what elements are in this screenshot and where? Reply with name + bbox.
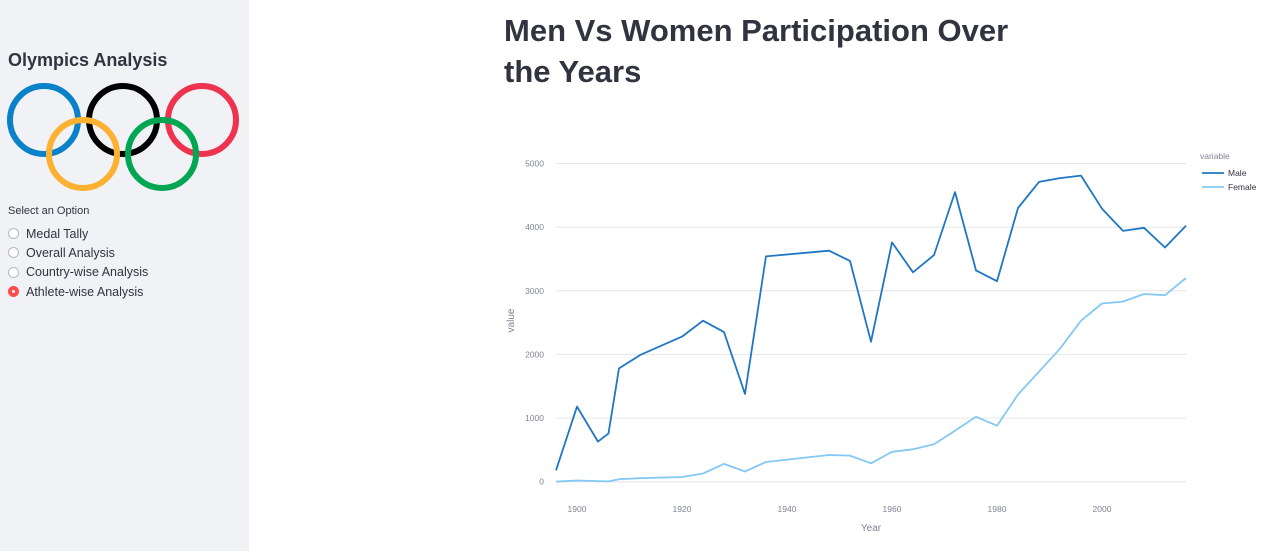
y-tick-label: 0 <box>539 477 544 487</box>
series-line-male <box>555 174 1187 471</box>
red-ring <box>165 83 239 157</box>
y-tick-label: 5000 <box>525 158 544 168</box>
radio-option-medal-tally[interactable]: Medal Tally <box>8 224 148 243</box>
y-tick-label: 2000 <box>525 349 544 359</box>
radio-option-label: Medal Tally <box>26 226 89 241</box>
radio-circle-icon[interactable] <box>8 266 19 278</box>
radio-circle-icon[interactable] <box>8 228 19 240</box>
radio-option-label: Athlete-wise Analysis <box>26 284 144 299</box>
radio-group-label: Select an Option <box>8 205 90 217</box>
series-line-female <box>555 277 1187 483</box>
sidebar-title: Olympics Analysis <box>8 50 168 70</box>
radio-option-label: Country-wise Analysis <box>26 265 149 280</box>
radio-option-athlete-wise-analysis[interactable]: Athlete-wise Analysis <box>8 282 148 301</box>
radio-option-label: Overall Analysis <box>26 245 115 260</box>
participation-line-chart[interactable]: 0 1000 2000 3000 4000 5000 1900 1920 1940 1960 198… <box>500 138 1270 543</box>
x-tick-label: 1900 <box>568 504 587 514</box>
y-axis-label: value <box>506 308 517 332</box>
yellow-ring <box>46 117 120 191</box>
x-axis-label: Year <box>861 523 882 534</box>
x-tick-label: 1920 <box>673 504 692 514</box>
radio-option-country-wise-analysis[interactable]: Country-wise Analysis <box>8 263 148 282</box>
blue-ring <box>7 83 81 157</box>
olympic-rings-logo <box>7 83 239 191</box>
page-title: Men Vs Women Participation Over the Year… <box>504 13 1009 89</box>
option-radio-group: Medal Tally Overall Analysis Country-wis… <box>8 224 148 301</box>
green-ring <box>125 117 199 191</box>
y-tick-label: 3000 <box>525 286 544 296</box>
x-tick-label: 1980 <box>988 504 1007 514</box>
radio-circle-icon[interactable] <box>8 286 19 298</box>
sidebar: Olympics Analysis Select an Option Medal… <box>0 0 249 551</box>
radio-circle-icon[interactable] <box>8 247 19 259</box>
y-tick-label: 4000 <box>525 222 544 232</box>
black-ring <box>86 83 160 157</box>
x-tick-label: 1940 <box>778 504 797 514</box>
legend-title: variable <box>1200 151 1230 161</box>
x-tick-label: 1960 <box>883 504 902 514</box>
radio-option-overall-analysis[interactable]: Overall Analysis <box>8 243 148 262</box>
legend-entry-male: Male <box>1228 168 1247 178</box>
x-tick-label: 2000 <box>1093 504 1112 514</box>
y-tick-label: 1000 <box>525 413 544 423</box>
legend-entry-female: Female <box>1228 182 1257 192</box>
